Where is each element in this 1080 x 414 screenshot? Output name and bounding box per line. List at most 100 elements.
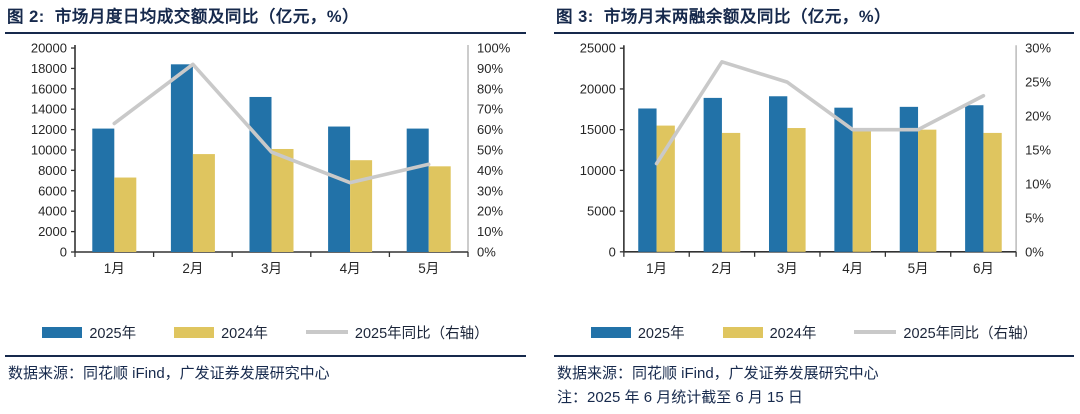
bar-2024年: [983, 132, 1002, 252]
right-axis-label: 20%: [477, 204, 503, 219]
data-source: 数据来源：同花顺 iFind，广发证券发展研究中心: [557, 365, 879, 382]
combo-chart-turnover: 0 2000 4000 6000 8000 10000 12000 14000 16000 180…: [31, 41, 511, 277]
right-axis-label: 50%: [477, 143, 503, 158]
left-axis-label: 16000: [31, 81, 67, 96]
legend-label: 2025年: [637, 325, 685, 342]
left-axis-label: 2000: [38, 224, 67, 239]
left-axis-label: 25000: [580, 41, 616, 56]
right-axis-label: 100%: [477, 41, 511, 56]
right-axis-label: 40%: [477, 163, 503, 178]
bar-2024年: [428, 166, 451, 252]
left-axis-label: 4000: [38, 204, 67, 219]
bar-2024年: [656, 125, 675, 252]
left-axis-label: 10000: [580, 163, 616, 178]
left-axis-label: 18000: [31, 61, 67, 76]
chart-legend: 2025年 2024年 2025年同比（右轴）: [554, 322, 1074, 342]
legend-item: 2025年: [590, 322, 685, 343]
bar-2024年: [192, 154, 215, 252]
left-axis-label: 6000: [38, 183, 67, 198]
x-axis-category-label: 1月: [646, 261, 667, 276]
x-axis-category-label: 6月: [973, 261, 994, 276]
bar-2024年: [114, 177, 137, 252]
footer-divider: [5, 355, 526, 357]
data-source: 数据来源：同花顺 iFind，广发证券发展研究中心: [8, 365, 330, 382]
left-axis-label: 12000: [31, 122, 67, 137]
bar-2024年: [852, 131, 871, 252]
bar-2024年: [787, 128, 806, 252]
bar-2024年: [721, 132, 741, 252]
left-axis-label: 5000: [587, 204, 616, 219]
legend-item: 2025年同比（右轴）: [305, 322, 489, 343]
title-divider: [5, 32, 526, 34]
right-axis-label: 20%: [1025, 109, 1051, 124]
right-axis-label: 15%: [1025, 143, 1051, 158]
legend-bar-swatch: [590, 326, 631, 338]
yoy-line: [654, 59, 986, 166]
figure-panel-2: 图 2: 市场月度日均成交额及同比（亿元，%） 0 2000 4000 6000 800…: [5, 8, 526, 382]
legend-item: 2024年: [722, 322, 817, 343]
right-axis-label: 5%: [1025, 210, 1044, 225]
legend-item: 2024年: [174, 322, 268, 343]
right-axis-label: 10%: [477, 224, 503, 239]
x-axis-category-label: 4月: [340, 261, 361, 276]
bar-2025年: [328, 126, 351, 252]
legend-label: 2024年: [221, 325, 268, 342]
footer-divider: [554, 355, 1074, 357]
right-axis-label: 0%: [1025, 244, 1044, 259]
figure-panel-3: 图 3: 市场月末两融余额及同比（亿元，%） 0 5000 10000 15000 20…: [540, 0, 1080, 414]
right-axis-label: 25%: [1025, 75, 1051, 90]
bar-2025年: [899, 106, 919, 252]
right-axis-label: 0%: [477, 245, 496, 260]
bar-2024年: [350, 160, 373, 252]
left-axis-label: 0: [609, 244, 616, 259]
legend-item: 2025年同比（右轴）: [854, 322, 1037, 343]
legend-label: 2024年: [769, 325, 817, 342]
bar-2025年: [638, 108, 657, 252]
bar-2025年: [92, 128, 115, 252]
bar-2024年: [271, 148, 294, 252]
combo-chart-margin-balance: 0 5000 10000 15000 20000 25000 0% 5% 10% 15% 20% 25…: [580, 41, 1052, 276]
legend-label: 2025年同比（右轴）: [354, 325, 489, 342]
chart-legend: 2025年 2024年 2025年同比（右轴）: [5, 322, 526, 342]
left-axis-label: 20000: [580, 81, 616, 96]
left-axis-label: 20000: [31, 41, 67, 56]
x-axis-category-label: 1月: [104, 261, 125, 276]
left-axis-label: 8000: [38, 163, 67, 178]
bar-2024年: [918, 129, 937, 252]
right-axis-label: 10%: [1025, 176, 1051, 191]
legend-label: 2025年同比（右轴）: [903, 325, 1038, 342]
bar-2025年: [170, 64, 193, 252]
x-axis-category-label: 5月: [418, 261, 439, 276]
x-axis-category-label: 2月: [711, 261, 732, 276]
left-axis-label: 10000: [31, 143, 67, 158]
chart-note: 注：2025 年 6 月统计截至 6 月 15 日: [557, 389, 803, 406]
left-axis-label: 15000: [580, 122, 616, 137]
legend-label: 2025年: [89, 325, 137, 342]
legend-line-swatch: [305, 330, 348, 334]
legend-bar-swatch: [722, 326, 763, 338]
bar-2025年: [249, 96, 272, 253]
bar-2025年: [834, 107, 853, 252]
right-axis-label: 70%: [477, 102, 503, 117]
figure-title: 图 3: 市场月末两融余额及同比（亿元，%）: [556, 8, 892, 26]
right-axis-label: 60%: [477, 122, 503, 137]
yoy-line: [112, 62, 431, 185]
bar-2025年: [768, 96, 788, 252]
right-axis-label: 90%: [477, 61, 503, 76]
right-axis-label: 30%: [1025, 41, 1051, 56]
title-divider: [554, 32, 1074, 34]
x-axis-category-label: 4月: [842, 261, 863, 276]
legend-bar-swatch: [174, 326, 215, 338]
figure-title: 图 2: 市场月度日均成交额及同比（亿元，%）: [7, 8, 360, 26]
left-axis-label: 14000: [31, 102, 67, 117]
bar-2025年: [965, 105, 984, 252]
bar-2025年: [406, 128, 429, 252]
x-axis-category-label: 3月: [777, 261, 798, 276]
x-axis-category-label: 5月: [908, 261, 929, 276]
right-axis-label: 30%: [477, 183, 503, 198]
bar-2025年: [703, 97, 722, 252]
legend-bar-swatch: [42, 326, 83, 338]
legend-item: 2025年: [42, 322, 136, 343]
left-axis-label: 0: [60, 245, 67, 260]
